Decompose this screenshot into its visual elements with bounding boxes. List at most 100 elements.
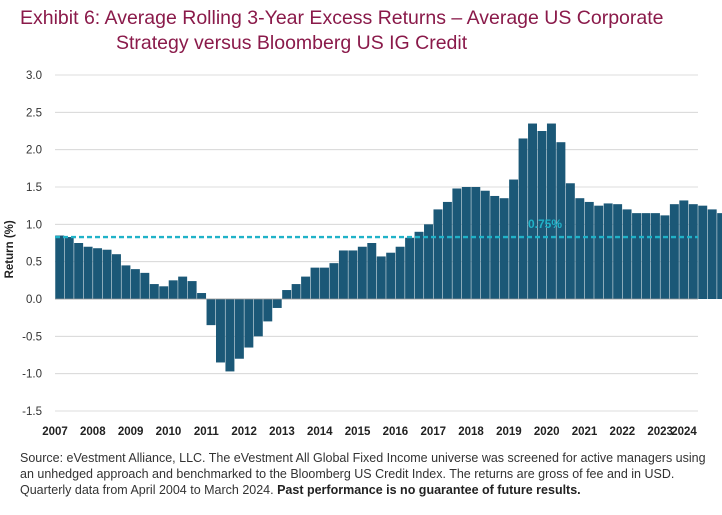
chart-title-line-1: Exhibit 6: Average Rolling 3-Year Excess… [20, 7, 664, 29]
bar-chart: 3.0 2.5 2.0 1.5 1.0 0.5 0.0 -0.5 -1.0 -1.5 0.75% 20… [4, 70, 722, 438]
x-tick-label: 2022 [610, 426, 636, 438]
source-disclaimer: Past performance is no guarantee of futu… [277, 483, 581, 497]
bar [140, 272, 150, 299]
bar [291, 284, 301, 299]
x-tick-label: 2023 [647, 426, 673, 438]
y-tick-label: 2.0 [26, 145, 42, 157]
bar [159, 286, 169, 299]
x-tick-label: 2009 [118, 426, 144, 438]
reference-line-label: 0.75% [528, 217, 562, 231]
bar [679, 200, 689, 299]
y-tick-label: -1.5 [22, 406, 42, 418]
bar [93, 248, 103, 299]
bar [395, 246, 405, 299]
x-tick-label: 2018 [458, 426, 484, 438]
bar [64, 237, 74, 299]
x-tick-label: 2019 [496, 426, 522, 438]
bar [499, 198, 509, 299]
bar [565, 183, 575, 299]
y-tick-label: -0.5 [22, 331, 42, 343]
bar [234, 299, 244, 359]
bar [187, 281, 197, 299]
x-tick-label: 2010 [156, 426, 182, 438]
bar [452, 188, 462, 299]
bar [102, 249, 112, 299]
y-tick-label: 0.0 [26, 294, 42, 306]
chart-title: Exhibit 6: Average Rolling 3-Year Excess… [20, 6, 710, 56]
bar [357, 246, 367, 299]
bar [178, 276, 188, 299]
x-tick-label: 2008 [80, 426, 106, 438]
bar [650, 213, 660, 299]
bar [216, 299, 225, 363]
y-tick-label: 0.5 [26, 257, 42, 269]
x-tick-label: 2020 [534, 426, 560, 438]
bar [594, 205, 604, 299]
bar [55, 235, 65, 299]
bar [244, 299, 254, 348]
bar [688, 204, 698, 299]
x-tick-label: 2014 [307, 426, 333, 438]
x-tick-label: 2011 [194, 426, 220, 438]
bar [461, 187, 471, 299]
bar [546, 123, 556, 300]
bar [603, 203, 613, 299]
x-tick-label: 2021 [572, 426, 598, 438]
bar [669, 204, 679, 299]
bar [556, 142, 566, 299]
bar [272, 299, 282, 308]
bar [263, 299, 273, 322]
bar [74, 243, 84, 299]
bar [130, 269, 140, 299]
y-tick-label: -1.0 [22, 369, 42, 381]
bar [386, 252, 396, 299]
x-tick-label: 2007 [42, 426, 68, 438]
bar [575, 198, 585, 299]
bar [707, 209, 717, 299]
bar [528, 123, 537, 300]
bar [253, 299, 263, 337]
source-note: Source: eVestment Alliance, LLC. The eVe… [20, 450, 710, 498]
bar [584, 201, 594, 299]
chart-title-line-2: Strategy versus Bloomberg US IG Credit [116, 32, 468, 54]
y-axis-label: Return (%) [4, 220, 16, 278]
bar [414, 231, 424, 299]
bar [301, 276, 311, 299]
x-tick-label: 2012 [231, 426, 257, 438]
bar [206, 299, 216, 326]
bar [310, 267, 320, 299]
bar [282, 290, 292, 299]
x-tick-label: 2024 [671, 426, 697, 438]
bar [698, 205, 708, 299]
x-tick-label: 2015 [345, 426, 371, 438]
bar [660, 215, 670, 299]
bar [632, 213, 642, 299]
bar [471, 187, 481, 299]
y-tick-label: 1.5 [26, 182, 42, 194]
x-tick-label: 2017 [420, 426, 446, 438]
bar [622, 209, 632, 299]
bar [197, 293, 207, 299]
bar [480, 190, 490, 299]
bar [613, 204, 623, 299]
bar [348, 250, 358, 299]
bar [405, 237, 415, 299]
bar [225, 299, 235, 372]
bar [424, 224, 433, 299]
y-tick-label: 1.0 [26, 219, 42, 231]
bar [442, 201, 452, 299]
x-tick-label: 2013 [269, 426, 295, 438]
bar [509, 179, 519, 299]
y-tick-label: 3.0 [26, 70, 42, 82]
bar [111, 254, 121, 299]
y-tick-label: 2.5 [26, 107, 42, 119]
bar [121, 265, 131, 299]
bar [518, 138, 528, 299]
bar [641, 213, 651, 299]
bar [83, 246, 93, 299]
bar [376, 256, 386, 299]
x-tick-label: 2016 [383, 426, 409, 438]
bar [490, 195, 500, 299]
bar [717, 213, 722, 299]
bar [329, 263, 339, 299]
